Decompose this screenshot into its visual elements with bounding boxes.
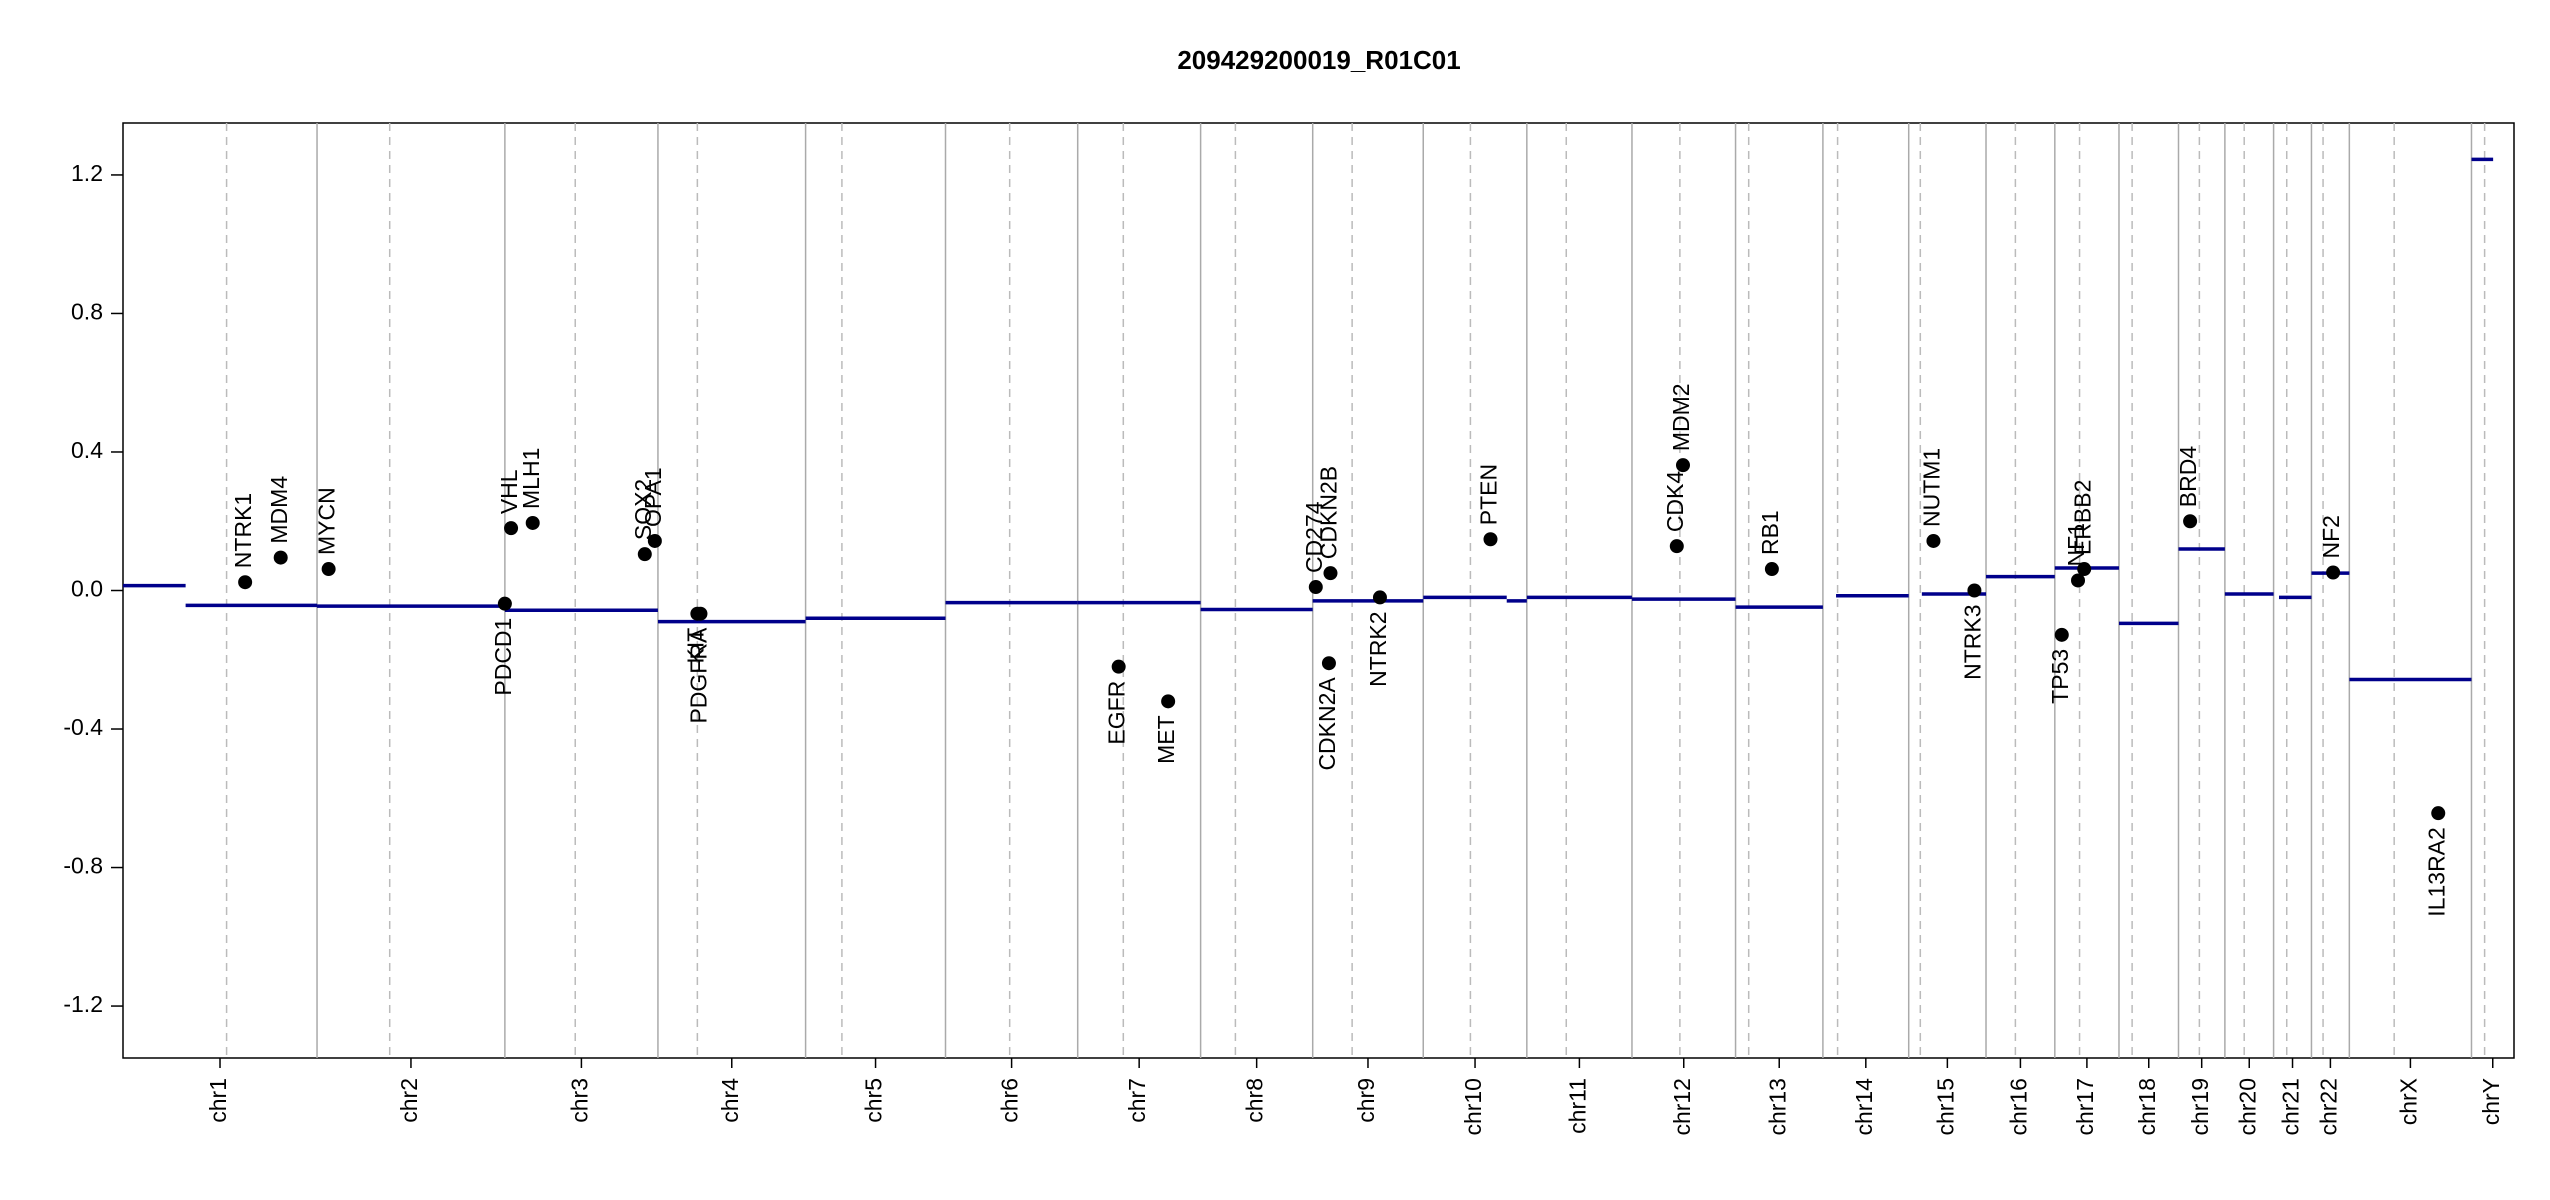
gene-label: CDKN2A [1314,677,1340,771]
gene-marker [1967,583,1982,598]
x-tick-label: chr1 [205,1078,231,1123]
x-tick-label: chr18 [2134,1078,2160,1136]
gene-marker [1321,656,1336,671]
gene-label: CD274 [1301,501,1327,573]
gene-label: ERBB2 [2069,480,2095,555]
gene-label: MLH1 [518,448,544,509]
gene-marker [1161,694,1176,709]
gene-marker [2431,806,2446,821]
x-tick-label: chr15 [1932,1078,1958,1136]
gene-marker [321,562,336,577]
gene-marker [2326,565,2341,580]
x-tick-label: chr14 [1851,1078,1877,1136]
gene-marker [1372,590,1387,605]
gene-marker [238,575,253,590]
gene-marker [693,606,708,621]
x-tick-label: chr9 [1353,1078,1379,1123]
gene-label: NF1 [2063,523,2089,566]
gene-label: NTRK3 [1959,605,1985,680]
x-tick-label: chr21 [2278,1078,2304,1136]
y-tick-label: -1.2 [63,991,103,1017]
gene-marker [1308,580,1323,595]
x-tick-label: chr6 [997,1078,1023,1123]
gene-label: NF2 [2318,515,2344,558]
x-tick-label: chr8 [1242,1078,1268,1123]
x-tick-label: chrX [2395,1078,2421,1125]
x-tick-label: chr20 [2234,1078,2260,1136]
x-tick-label: chr10 [1460,1078,1486,1136]
gene-marker [1483,532,1498,547]
gene-marker [2077,562,2092,577]
x-tick-label: chr13 [1764,1078,1790,1136]
gene-label: SOX2 [630,479,656,540]
y-tick-label: 0.8 [71,299,103,325]
gene-label: NTRK2 [1365,611,1391,686]
y-tick-label: -0.8 [63,853,103,879]
gene-label: RB1 [1757,510,1783,555]
gene-label: MDM2 [1668,383,1694,451]
gene-label: OPA1 [640,467,666,527]
gene-label: NUTM1 [1919,448,1945,527]
gene-label: MYCN [314,487,340,555]
gene-label: PDGFRA [686,627,712,724]
gene-marker [525,515,540,530]
x-tick-label: chr12 [1669,1078,1695,1136]
x-tick-label: chr2 [396,1078,422,1123]
x-tick-label: chrY [2478,1078,2504,1125]
y-tick-label: -0.4 [63,714,103,740]
gene-label: PTEN [1476,464,1502,525]
chart-title: 209429200019_R01C01 [1177,45,1460,75]
x-tick-label: chr16 [2005,1078,2031,1136]
gene-label: EGFR [1104,681,1130,745]
gene-marker [1764,562,1779,577]
gene-label: MET [1153,715,1179,764]
gene-marker [1926,533,1941,548]
gene-marker [497,596,512,611]
gene-label: PDCD1 [490,618,516,696]
y-tick-label: 0.4 [71,437,103,463]
gene-label: MDM4 [266,476,292,544]
x-tick-label: chr3 [566,1078,592,1123]
gene-marker [2054,627,2069,642]
gene-label: IL13RA2 [2423,827,2449,917]
gene-label: BRD4 [2175,446,2201,508]
x-tick-label: chr7 [1124,1078,1150,1123]
gene-marker [1111,659,1126,674]
x-tick-label: chr22 [2315,1078,2341,1136]
gene-marker [1675,458,1690,473]
gene-marker [637,547,652,562]
x-tick-label: chr5 [861,1078,887,1123]
gene-marker [1669,539,1684,554]
gene-marker [1323,566,1338,581]
gene-label: TP53 [2047,649,2073,704]
gene-marker [273,550,288,565]
gene-label: CDK4 [1662,471,1688,533]
y-tick-label: 0.0 [71,576,103,602]
x-tick-label: chr4 [717,1078,743,1123]
x-tick-label: chr11 [1564,1078,1590,1134]
gene-label: NTRK1 [230,493,256,568]
y-tick-label: 1.2 [71,160,103,186]
gene-marker [2071,573,2086,588]
gene-label: KIT [682,628,708,664]
gene-label: VHL [496,469,522,514]
gene-marker [647,533,662,548]
gene-marker [504,521,519,536]
gene-label: CDKN2B [1316,466,1342,559]
gene-marker [2183,514,2198,529]
x-tick-label: chr17 [2072,1078,2098,1136]
x-tick-label: chr19 [2187,1078,2213,1136]
